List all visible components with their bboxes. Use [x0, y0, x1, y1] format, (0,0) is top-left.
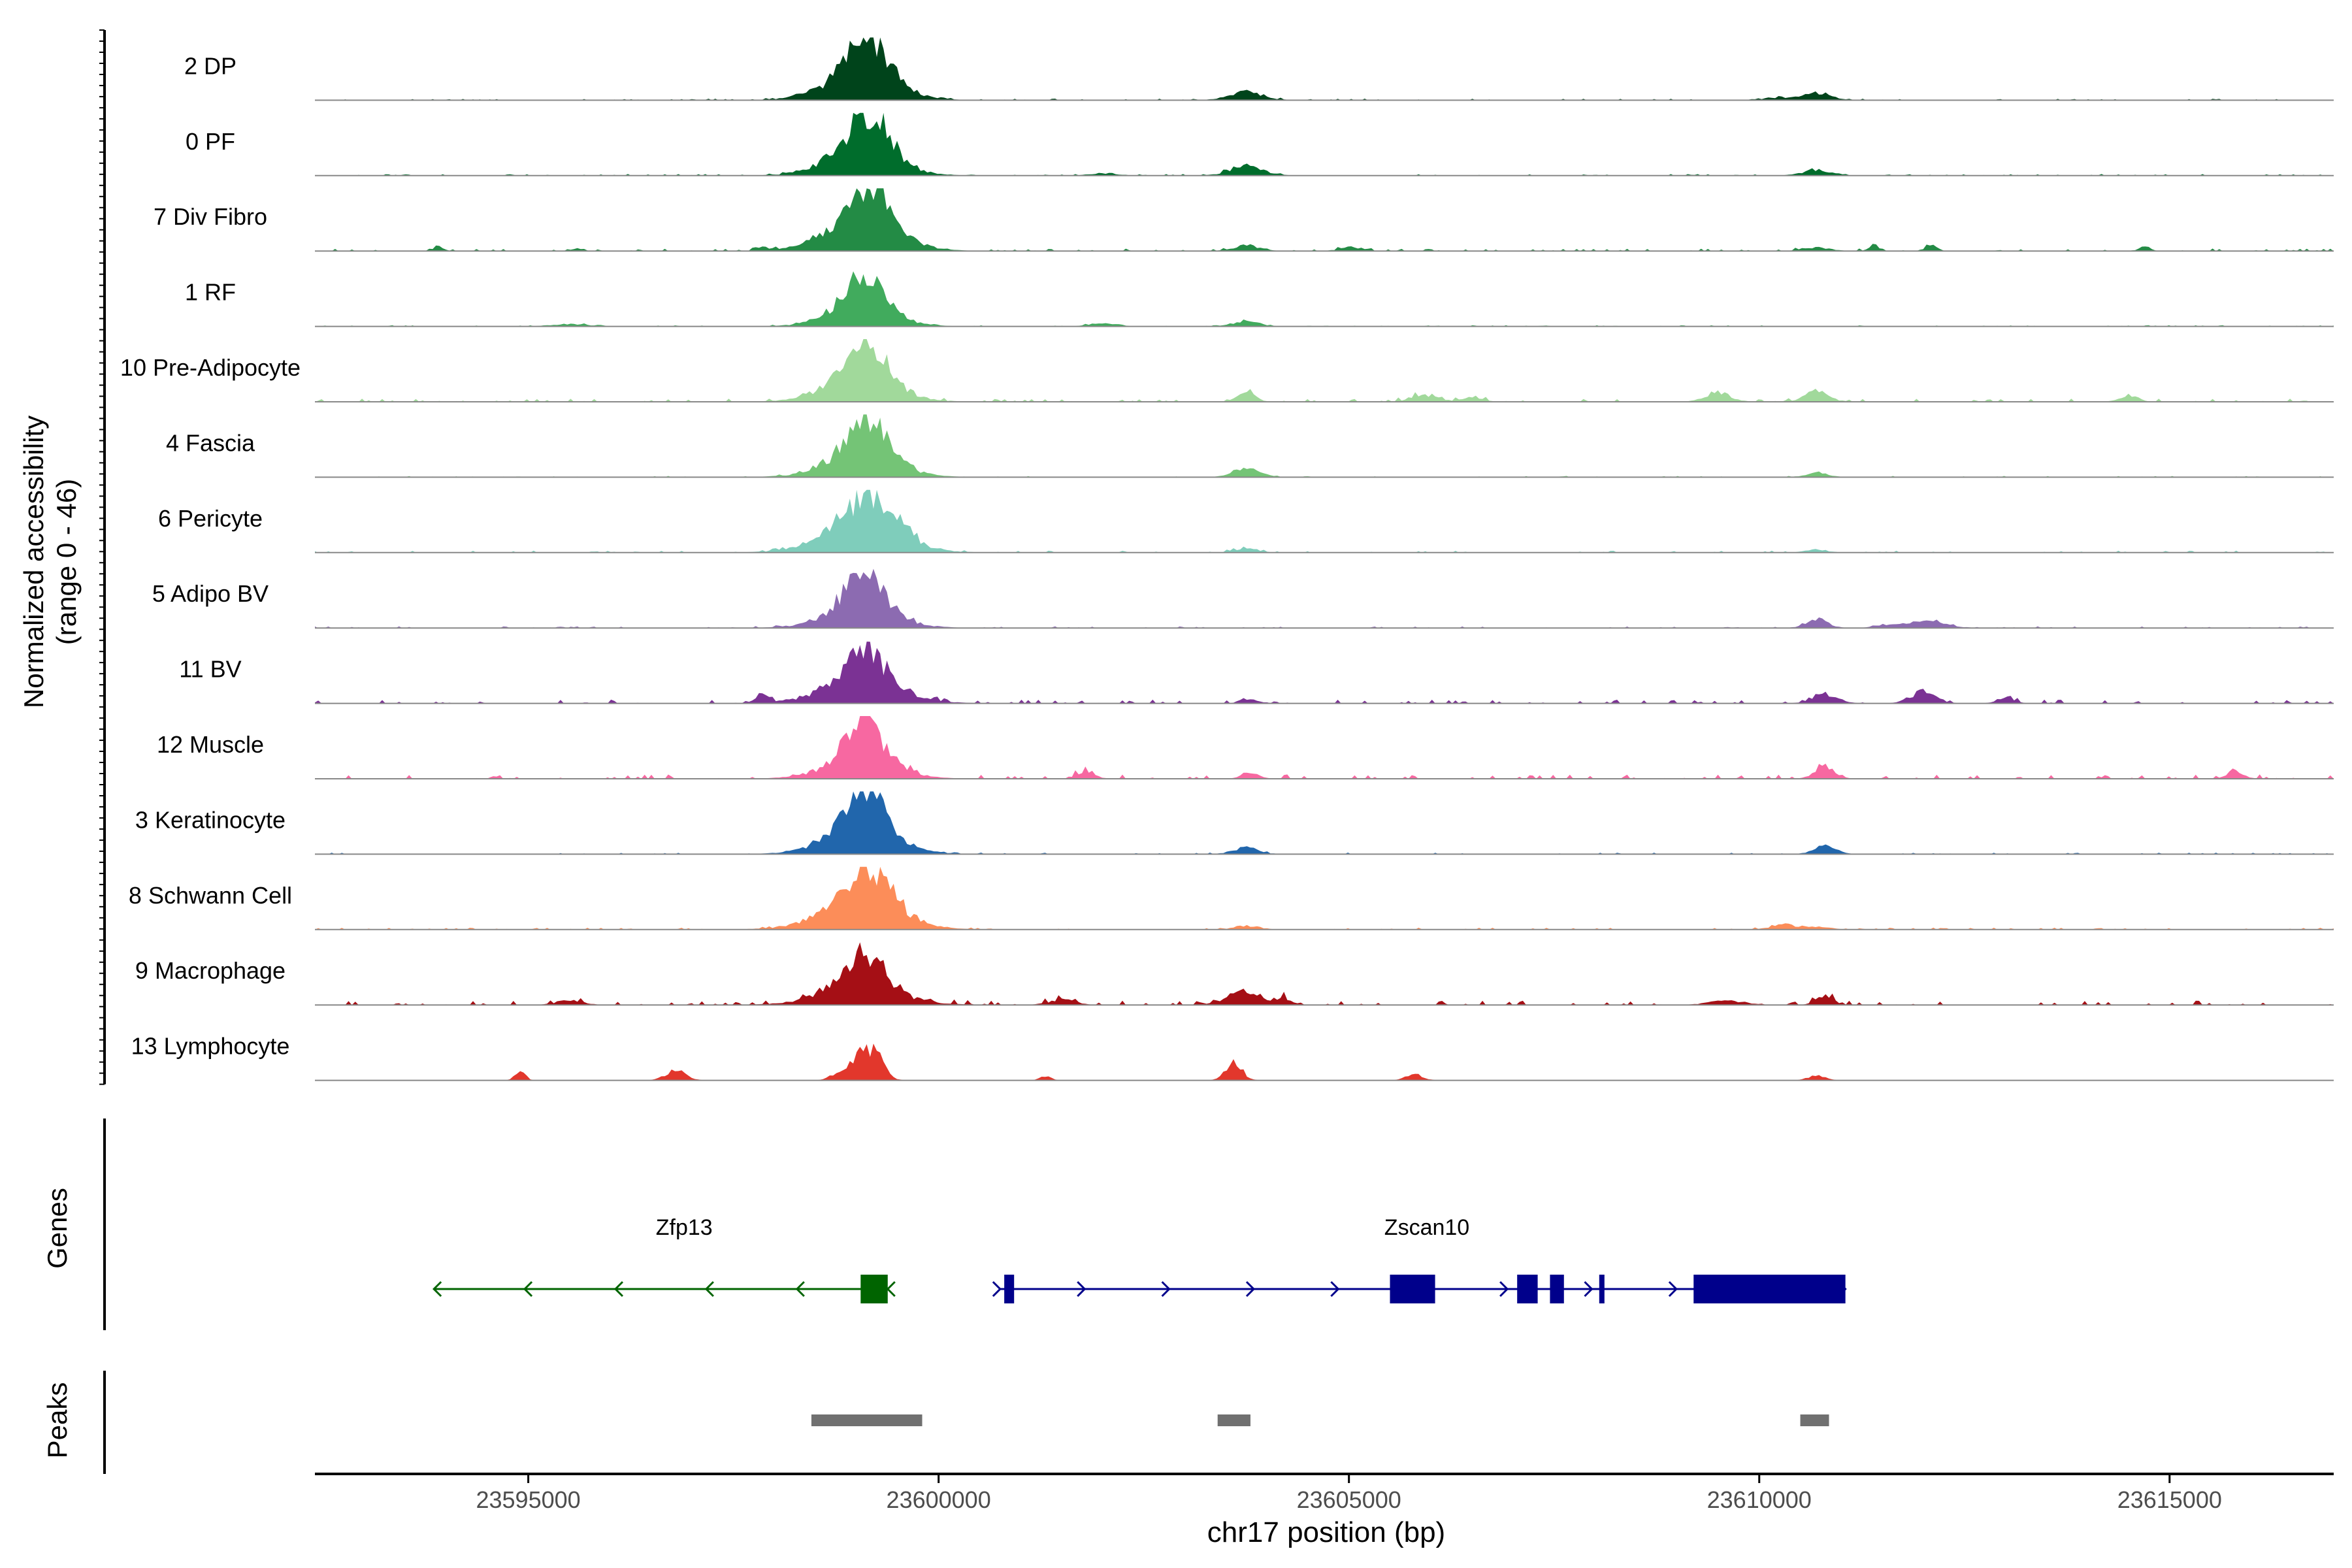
- track-label: 9 Macrophage: [135, 957, 286, 984]
- track-label: 5 Adipo BV: [152, 580, 269, 607]
- track-12: 8 Schwann Cell: [129, 866, 2334, 930]
- strand-arrow: [1668, 1281, 1678, 1298]
- strand-arrow: [1584, 1281, 1593, 1298]
- x-tick-label: 23595000: [476, 1486, 580, 1513]
- x-tick-label: 23615000: [2117, 1486, 2222, 1513]
- strand-arrow: [992, 1281, 1002, 1298]
- gene-exon: [1517, 1275, 1538, 1303]
- gene-exon: [1390, 1275, 1435, 1303]
- y-axis-label: Normalized accessibility: [18, 416, 49, 708]
- track-area: [315, 489, 2334, 553]
- track-label: 2 DP: [184, 52, 237, 79]
- track-label: 0 PF: [186, 128, 235, 155]
- gene-exon: [1693, 1275, 1846, 1303]
- gene-exon: [1550, 1275, 1564, 1303]
- track-3: 7 Div Fibro: [154, 188, 2334, 252]
- track-label: 10 Pre-Adipocyte: [120, 354, 301, 381]
- track-14: 13 Lymphocyte: [131, 1033, 2334, 1081]
- coverage-tracks: 2 DP 0 PF 7 Div Fibro 1 RF 10 Pre-Adipocyte 4…: [120, 37, 2334, 1081]
- track-label: 8 Schwann Cell: [129, 882, 292, 909]
- track-area: [315, 1043, 2334, 1081]
- x-axis: 23595000 23600000 23605000 23610000 23615000: [315, 1473, 2334, 1513]
- strand-arrow: [795, 1281, 805, 1298]
- track-area: [315, 642, 2334, 704]
- track-label: 11 BV: [179, 656, 241, 683]
- gene-exon: [1004, 1275, 1015, 1303]
- gene-label: Zscan10: [1384, 1215, 1469, 1240]
- peaks-panel-label: Peaks: [42, 1382, 73, 1459]
- strand-arrow: [1077, 1281, 1086, 1298]
- track-label: 12 Muscle: [157, 731, 264, 758]
- gene-exon: [860, 1275, 888, 1303]
- strand-arrow: [1330, 1281, 1340, 1298]
- track-8: 5 Adipo BV: [152, 568, 2334, 629]
- track-label: 4 Fascia: [166, 429, 255, 456]
- strand-arrow: [433, 1281, 442, 1298]
- genes-panel-label: Genes: [42, 1188, 73, 1269]
- peak-region: [811, 1414, 923, 1426]
- track-label: 3 Keratinocyte: [135, 806, 286, 833]
- track-area: [315, 942, 2334, 1005]
- y-axis: [99, 29, 106, 1085]
- gene-exon: [1599, 1275, 1605, 1303]
- track-area: [315, 866, 2334, 930]
- track-4: 1 RF: [185, 271, 2334, 327]
- strand-arrow: [523, 1281, 533, 1298]
- strand-arrow: [1161, 1281, 1171, 1298]
- track-label: 7 Div Fibro: [154, 203, 267, 230]
- gene-label: Zfp13: [656, 1215, 713, 1240]
- track-area: [315, 188, 2334, 252]
- gene-zscan10: Zscan10: [992, 1215, 1847, 1303]
- x-tick-label: 23600000: [887, 1486, 991, 1513]
- strand-arrow: [704, 1281, 714, 1298]
- y-axis-range-label: (range 0 - 46): [51, 479, 82, 645]
- peaks-panel: [103, 1371, 1829, 1474]
- genes-panel: Zfp13 Zscan10: [103, 1119, 1847, 1330]
- strand-arrow: [613, 1281, 624, 1298]
- track-2: 0 PF: [186, 112, 2334, 176]
- track-label: 1 RF: [185, 279, 236, 306]
- track-label: 6 Pericyte: [158, 505, 263, 532]
- peak-region: [1217, 1414, 1250, 1426]
- track-13: 9 Macrophage: [135, 942, 2334, 1006]
- x-tick-label: 23610000: [1707, 1486, 1812, 1513]
- track-9: 11 BV: [179, 642, 2334, 704]
- track-11: 3 Keratinocyte: [135, 791, 2334, 855]
- track-5: 10 Pre-Adipocyte: [120, 339, 2334, 402]
- track-label: 13 Lymphocyte: [131, 1033, 290, 1060]
- gene-zfp13: Zfp13: [433, 1215, 896, 1303]
- track-7: 6 Pericyte: [158, 489, 2334, 553]
- x-axis-label: chr17 position (bp): [1207, 1516, 1445, 1548]
- track-6: 4 Fascia: [166, 414, 2334, 478]
- track-1: 2 DP: [184, 37, 2334, 101]
- track-area: [315, 339, 2334, 402]
- peak-region: [1800, 1414, 1829, 1426]
- strand-arrow: [1245, 1281, 1256, 1298]
- track-10: 12 Muscle: [157, 716, 2334, 779]
- strand-arrow: [1499, 1281, 1509, 1298]
- x-tick-label: 23605000: [1297, 1486, 1401, 1513]
